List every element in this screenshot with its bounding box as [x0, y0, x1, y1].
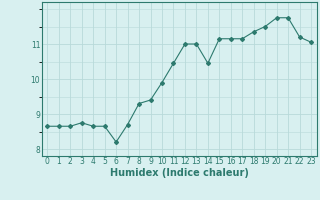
X-axis label: Humidex (Indice chaleur): Humidex (Indice chaleur) — [110, 168, 249, 178]
